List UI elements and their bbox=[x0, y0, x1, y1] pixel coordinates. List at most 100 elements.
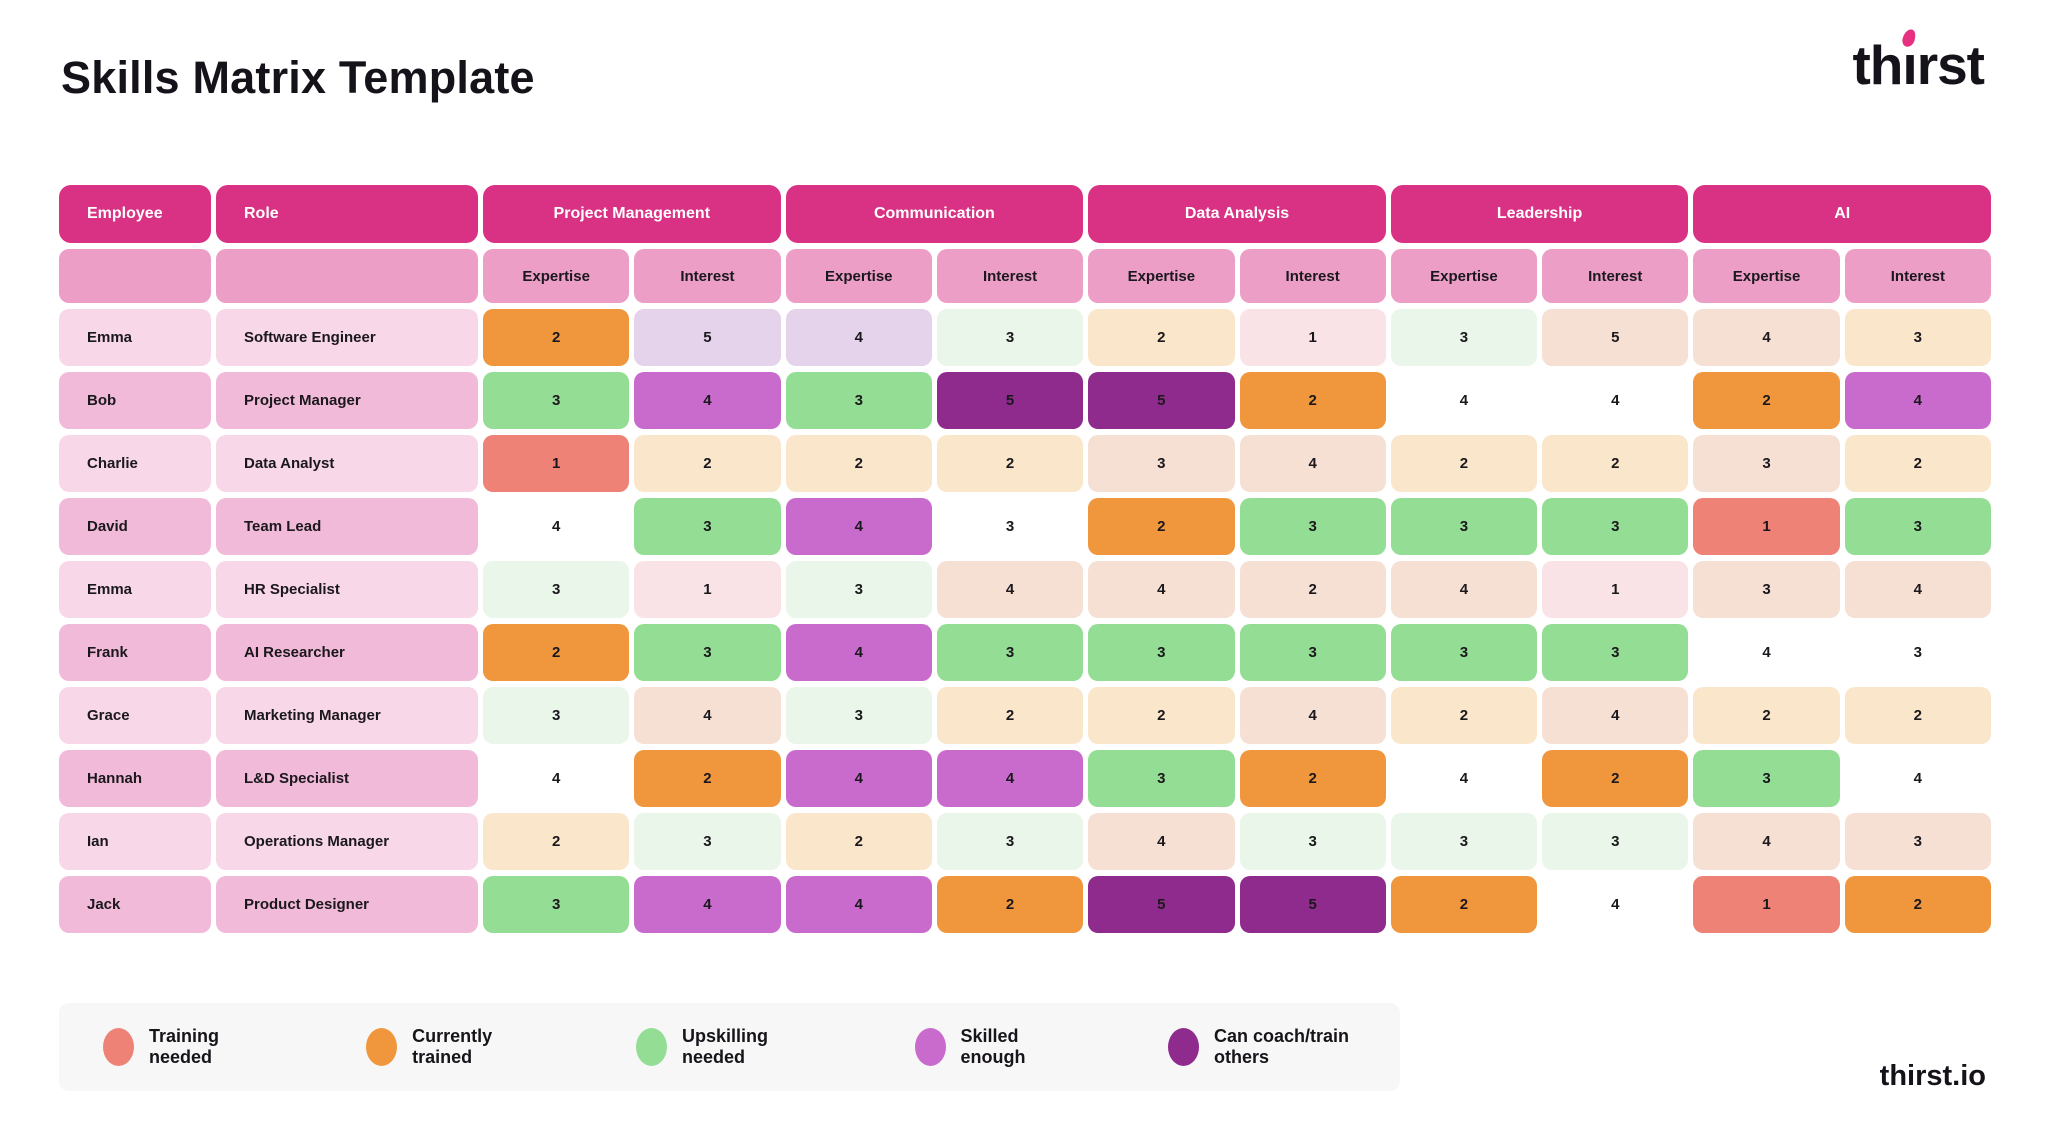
skill-cell: 3 bbox=[634, 624, 781, 681]
page-title: Skills Matrix Template bbox=[61, 52, 535, 103]
skill-cell: 2 bbox=[785, 435, 932, 492]
skill-cell: 3 bbox=[936, 624, 1084, 681]
skill-cell: 4 bbox=[1844, 750, 1991, 807]
skill-cell: 4 bbox=[1390, 561, 1538, 618]
skill-cell: 3 bbox=[1844, 309, 1991, 366]
col-header-employee: Employee bbox=[59, 185, 211, 243]
role-cell: Project Manager bbox=[216, 372, 478, 429]
skill-cell: 2 bbox=[936, 435, 1084, 492]
skill-cell: 4 bbox=[634, 687, 781, 744]
subheader-blank-role bbox=[216, 249, 478, 303]
skill-cell: 3 bbox=[1390, 813, 1538, 870]
thirst-logo: thı rst bbox=[1852, 27, 1985, 93]
role-cell: Software Engineer bbox=[216, 309, 478, 366]
legend-dot-icon bbox=[1168, 1028, 1199, 1066]
subheader-interest-1: Interest bbox=[634, 249, 781, 303]
skill-cell: 4 bbox=[1542, 687, 1689, 744]
skill-cell: 4 bbox=[1844, 561, 1991, 618]
skill-cell: 4 bbox=[1542, 372, 1689, 429]
skill-cell: 4 bbox=[1239, 435, 1386, 492]
skill-cell: 4 bbox=[1088, 561, 1235, 618]
employee-cell: Bob bbox=[59, 372, 211, 429]
skill-cell: 4 bbox=[634, 372, 781, 429]
skill-cell: 1 bbox=[1693, 498, 1840, 555]
role-cell: L&D Specialist bbox=[216, 750, 478, 807]
skill-cell: 1 bbox=[1542, 561, 1689, 618]
skill-cell: 3 bbox=[1239, 498, 1386, 555]
skill-cell: 5 bbox=[936, 372, 1084, 429]
subheader-expertise-2: Expertise bbox=[785, 249, 932, 303]
skill-cell: 3 bbox=[634, 813, 781, 870]
legend-dot-icon bbox=[635, 1028, 667, 1066]
skill-cell: 2 bbox=[634, 750, 781, 807]
skill-cell: 3 bbox=[1239, 624, 1386, 681]
skill-cell: 3 bbox=[785, 561, 932, 618]
skill-cell: 3 bbox=[634, 498, 781, 555]
employee-cell: David bbox=[59, 498, 211, 555]
legend-dot-icon bbox=[103, 1028, 134, 1066]
skill-cell: 2 bbox=[483, 624, 630, 681]
employee-cell: Charlie bbox=[59, 435, 211, 492]
skill-cell: 5 bbox=[634, 309, 781, 366]
skill-cell: 2 bbox=[1844, 876, 1991, 933]
skill-cell: 3 bbox=[1693, 750, 1840, 807]
skill-cell: 3 bbox=[785, 687, 932, 744]
subheader-blank-employee bbox=[59, 249, 211, 303]
skill-cell: 2 bbox=[1844, 435, 1991, 492]
skill-cell: 2 bbox=[1239, 561, 1386, 618]
skill-cell: 4 bbox=[1239, 687, 1386, 744]
logo-dotless-i: ı bbox=[1902, 34, 1917, 96]
skill-cell: 4 bbox=[1693, 813, 1840, 870]
logo-text-prefix: th bbox=[1852, 34, 1903, 96]
skill-cell: 5 bbox=[1088, 372, 1235, 429]
role-cell: HR Specialist bbox=[216, 561, 478, 618]
skill-cell: 3 bbox=[1390, 309, 1538, 366]
skill-cell: 2 bbox=[1542, 750, 1689, 807]
legend-item: Training needed bbox=[103, 1026, 280, 1068]
skill-cell: 4 bbox=[785, 498, 932, 555]
skill-cell: 2 bbox=[1390, 435, 1538, 492]
skill-cell: 2 bbox=[1088, 687, 1235, 744]
legend-label: Training needed bbox=[149, 1026, 220, 1067]
skill-cell: 3 bbox=[1088, 435, 1235, 492]
skill-cell: 3 bbox=[483, 687, 630, 744]
skill-cell: 3 bbox=[1844, 813, 1991, 870]
col-header-role: Role bbox=[216, 185, 478, 243]
skill-cell: 4 bbox=[634, 876, 781, 933]
employee-cell: Emma bbox=[59, 561, 211, 618]
skill-cell: 2 bbox=[1693, 687, 1840, 744]
skill-cell: 3 bbox=[1088, 750, 1235, 807]
role-cell: Product Designer bbox=[216, 876, 478, 933]
subheader-interest-2: Interest bbox=[936, 249, 1084, 303]
category-header-3: Data Analysis bbox=[1088, 185, 1386, 243]
employee-cell: Ian bbox=[59, 813, 211, 870]
logo-text-suffix: rst bbox=[1916, 34, 1985, 96]
skill-cell: 5 bbox=[1239, 876, 1386, 933]
skill-cell: 1 bbox=[1239, 309, 1386, 366]
skill-cell: 2 bbox=[483, 813, 630, 870]
skill-cell: 1 bbox=[483, 435, 630, 492]
skills-matrix-table: Employee Role Project Management Communicat… bbox=[59, 185, 1991, 933]
skill-cell: 4 bbox=[936, 750, 1084, 807]
legend-item: Skilled enough bbox=[914, 1026, 1082, 1068]
skill-cell: 5 bbox=[1542, 309, 1689, 366]
skill-cell: 2 bbox=[936, 687, 1084, 744]
skill-cell: 3 bbox=[1542, 624, 1689, 681]
employee-cell: Jack bbox=[59, 876, 211, 933]
skill-cell: 4 bbox=[483, 498, 630, 555]
skill-cell: 4 bbox=[785, 876, 932, 933]
legend-dot-icon bbox=[914, 1028, 946, 1066]
subheader-expertise-5: Expertise bbox=[1693, 249, 1840, 303]
legend-label: Upskilling needed bbox=[681, 1026, 768, 1067]
skill-cell: 4 bbox=[1390, 750, 1538, 807]
subheader-expertise-1: Expertise bbox=[483, 249, 630, 303]
employee-cell: Grace bbox=[59, 687, 211, 744]
role-cell: Team Lead bbox=[216, 498, 478, 555]
skill-cell: 2 bbox=[1844, 687, 1991, 744]
legend-item: Can coach/train others bbox=[1168, 1026, 1400, 1068]
legend-label: Can coach/train others bbox=[1214, 1026, 1350, 1067]
skill-cell: 3 bbox=[936, 813, 1084, 870]
skill-cell: 2 bbox=[1693, 372, 1840, 429]
subheader-interest-4: Interest bbox=[1542, 249, 1689, 303]
skill-cell: 2 bbox=[483, 309, 630, 366]
